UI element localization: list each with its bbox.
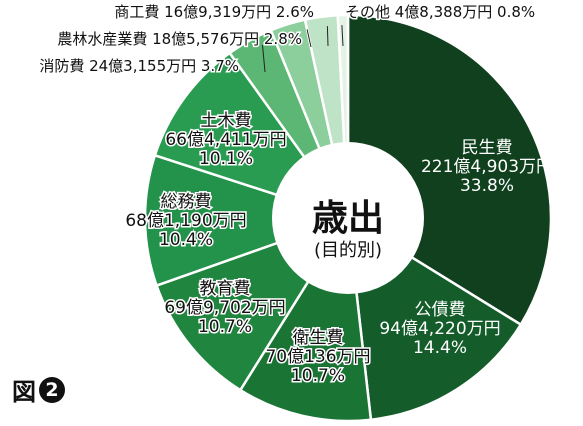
figure-label: 図 2 xyxy=(12,372,65,407)
leader-line-9 xyxy=(326,26,329,47)
slice-label-7: 消防費 24億3,155万円 3.7% xyxy=(39,57,239,75)
slice-label-pct-4: 10.7% xyxy=(198,317,252,337)
slice-label-name-6: 土木費 xyxy=(201,111,252,131)
slice-label-amount-6: 66億4,411万円 xyxy=(165,130,286,150)
slice-label-pct-5: 10.4% xyxy=(159,230,213,250)
slice-label-pct-1: 33.8% xyxy=(460,176,514,196)
slice-label-10: その他 4億8,388万円 0.8% xyxy=(345,3,535,21)
slice-label-name-5: 総務費 xyxy=(161,192,212,212)
slice-label-name-1: 民生費 xyxy=(462,138,513,158)
leader-line-8 xyxy=(306,29,312,48)
leader-line-7 xyxy=(262,44,266,73)
pie-slice-5 xyxy=(143,154,350,287)
slice-label-8: 農林水産業費 18億5,576万円 2.8% xyxy=(57,30,302,48)
slice-label-pct-2: 14.4% xyxy=(413,338,467,358)
figure-number-badge: 2 xyxy=(39,376,65,403)
slice-label-amount-3: 70億136万円 xyxy=(265,347,370,367)
figure-label-text: 図 xyxy=(12,378,36,406)
slice-label-pct-6: 10.1% xyxy=(199,149,253,169)
leader-line-10 xyxy=(341,25,344,47)
slice-label-amount-4: 69億9,702万円 xyxy=(164,298,285,318)
slice-label-amount-5: 68億1,190万円 xyxy=(125,211,246,231)
chart-subtitle: (目的別) xyxy=(314,240,382,261)
slice-label-name-4: 教育費 xyxy=(200,279,251,299)
slice-label-pct-3: 10.7% xyxy=(291,366,345,386)
donut-hole xyxy=(272,142,424,294)
slice-label-name-2: 公債費 xyxy=(415,300,466,320)
slice-label-amount-1: 221億4,903万円 xyxy=(421,157,553,177)
chart-title: 歳出 xyxy=(312,198,384,239)
slice-label-name-3: 衛生費 xyxy=(293,328,344,348)
slice-label-9: 商工費 16億9,319万円 2.6% xyxy=(114,3,314,21)
slice-label-amount-2: 94億4,220万円 xyxy=(379,319,500,339)
